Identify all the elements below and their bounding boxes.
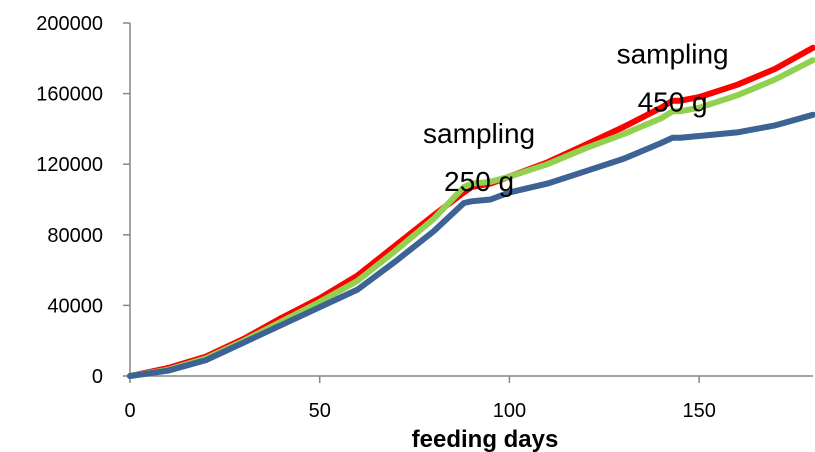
y-tick-label: 40000 [47,295,103,317]
y-tick-label: 200000 [36,13,103,35]
x-tick-label: 0 [124,400,135,422]
axes: 0 40000 80000 120000 160000 200000 0 50 100 150 [36,13,813,422]
y-tick-label: 120000 [36,154,103,176]
y-tick-label: 80000 [47,225,103,247]
annotations: sampling 250 g sampling 450 g [423,39,729,197]
annotation-text: sampling [423,118,535,149]
annotation-text: sampling [617,39,729,70]
series-line-2 [127,57,815,379]
x-tick-label: 100 [493,400,526,422]
y-tick-label: 160000 [36,84,103,106]
annotation-text: 450 g [638,87,708,118]
series-line-1 [127,44,815,379]
annotation-text: 250 g [444,166,514,197]
annotation-1: sampling 250 g [423,118,535,197]
series-line-3 [127,111,815,379]
annotation-2: sampling 450 g [617,39,729,118]
x-axis-title: feeding days [412,426,559,452]
y-tick-label: 0 [92,366,103,388]
plot-area [127,44,815,379]
x-tick-label: 150 [682,400,715,422]
x-tick-label: 50 [309,400,331,422]
